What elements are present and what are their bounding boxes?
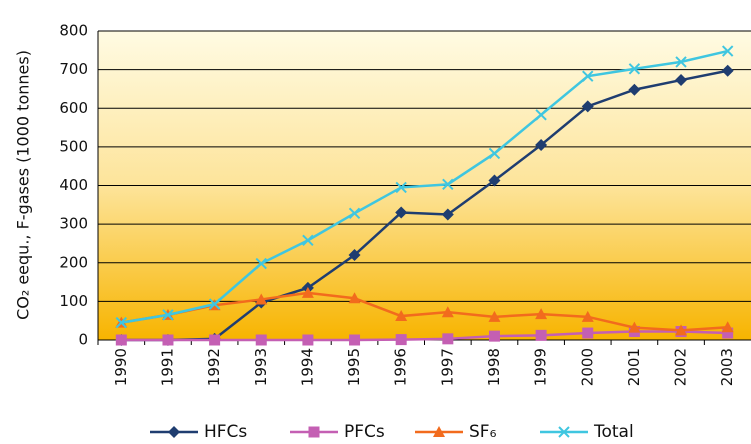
marker bbox=[675, 324, 688, 336]
marker bbox=[255, 257, 267, 270]
series-line bbox=[121, 69, 728, 342]
marker bbox=[302, 234, 314, 247]
series-line bbox=[121, 49, 728, 324]
x-tick-label: 1998 bbox=[485, 348, 503, 386]
marker bbox=[721, 64, 734, 77]
x-tick-label: 1999 bbox=[532, 348, 550, 386]
y-tick-label: 300 bbox=[59, 215, 88, 233]
marker bbox=[722, 327, 734, 339]
marker bbox=[208, 298, 221, 310]
series-line bbox=[121, 330, 728, 342]
marker bbox=[558, 426, 570, 438]
marker bbox=[535, 329, 547, 341]
y-tick-label: 0 bbox=[78, 331, 88, 349]
y-axis-label: CO₂ eequ., F-gases (1000 tonnes) bbox=[14, 50, 33, 320]
x-tick-label: 2003 bbox=[718, 348, 736, 386]
marker bbox=[395, 181, 407, 194]
marker bbox=[441, 306, 454, 318]
x-tick-label: 1995 bbox=[345, 348, 363, 386]
marker bbox=[582, 327, 594, 339]
legend-label: HFCs bbox=[204, 422, 247, 442]
marker bbox=[581, 310, 594, 322]
marker bbox=[302, 334, 314, 346]
marker bbox=[535, 308, 548, 320]
y-tick-label: 600 bbox=[59, 99, 88, 117]
marker bbox=[675, 56, 687, 68]
legend-label: Total bbox=[593, 422, 634, 442]
marker bbox=[675, 74, 688, 87]
y-tick-label: 400 bbox=[59, 176, 88, 194]
marker bbox=[721, 45, 734, 57]
marker bbox=[348, 249, 361, 262]
marker bbox=[488, 310, 501, 322]
x-tick-label: 1993 bbox=[252, 348, 270, 386]
marker bbox=[209, 334, 221, 346]
marker bbox=[581, 100, 594, 113]
x-tick-label: 1996 bbox=[392, 348, 410, 386]
marker bbox=[628, 321, 641, 333]
marker bbox=[255, 334, 267, 346]
y-tick-label: 800 bbox=[59, 22, 88, 40]
marker bbox=[349, 334, 361, 346]
y-tick-label: 100 bbox=[59, 292, 88, 310]
marker bbox=[488, 147, 501, 160]
marker bbox=[162, 334, 174, 346]
marker bbox=[395, 334, 407, 346]
marker bbox=[115, 316, 128, 329]
marker bbox=[395, 206, 408, 219]
marker bbox=[628, 63, 641, 75]
marker bbox=[442, 178, 454, 191]
marker bbox=[488, 174, 501, 187]
marker bbox=[441, 208, 454, 221]
x-tick-label: 2002 bbox=[672, 348, 690, 386]
marker bbox=[582, 70, 594, 82]
marker bbox=[301, 286, 314, 298]
marker bbox=[442, 333, 454, 345]
marker bbox=[162, 309, 174, 321]
y-tick-label: 500 bbox=[59, 137, 88, 155]
legend-label: PFCs bbox=[344, 422, 385, 442]
marker bbox=[721, 321, 734, 333]
marker bbox=[488, 330, 500, 342]
legend-label: SF₆ bbox=[469, 422, 497, 442]
marker bbox=[348, 207, 361, 220]
marker bbox=[628, 83, 641, 96]
series-line bbox=[121, 291, 728, 332]
marker bbox=[535, 138, 548, 151]
marker bbox=[115, 334, 127, 346]
x-tick-label: 1990 bbox=[112, 348, 130, 386]
marker bbox=[433, 426, 445, 437]
x-tick-label: 1994 bbox=[298, 348, 316, 386]
marker bbox=[535, 109, 547, 121]
marker bbox=[168, 426, 180, 438]
marker bbox=[255, 293, 268, 305]
marker bbox=[395, 310, 408, 322]
y-tick-label: 700 bbox=[59, 60, 88, 78]
marker bbox=[348, 292, 361, 304]
x-tick-label: 1991 bbox=[158, 348, 176, 386]
x-tick-label: 2000 bbox=[578, 348, 596, 386]
marker bbox=[308, 426, 320, 438]
x-tick-label: 2001 bbox=[625, 348, 643, 386]
x-tick-label: 1992 bbox=[205, 348, 223, 386]
y-tick-label: 200 bbox=[59, 253, 88, 271]
x-tick-label: 1997 bbox=[438, 348, 456, 386]
